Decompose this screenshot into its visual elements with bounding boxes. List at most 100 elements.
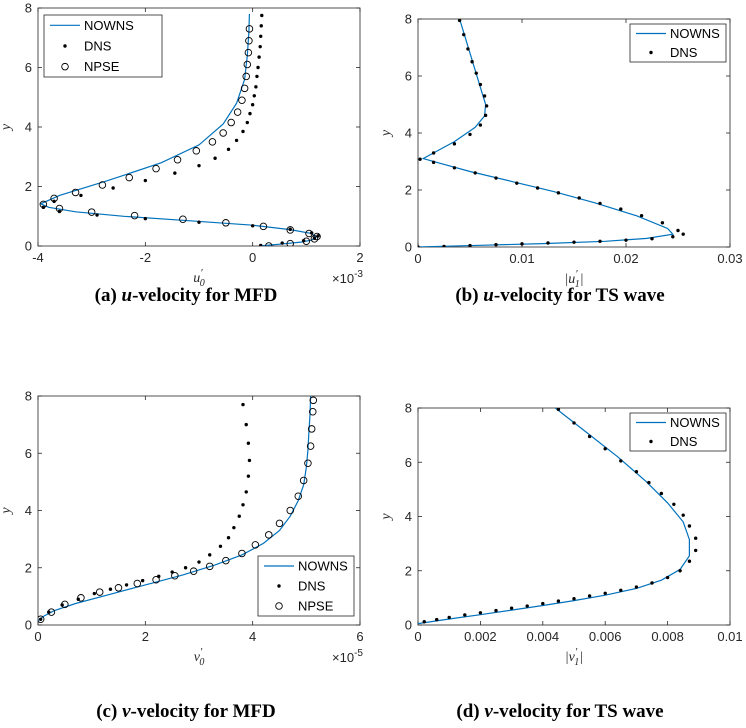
dns-point — [556, 191, 561, 195]
npse-point — [50, 194, 58, 203]
x-tick-label: 2 — [142, 629, 149, 644]
legend-label: NOWNS — [670, 415, 720, 430]
npse-point — [240, 84, 249, 93]
dns-point — [208, 553, 212, 557]
x-tick-label: 2 — [356, 250, 363, 265]
legend-label: NPSE — [298, 599, 334, 614]
dns-point — [256, 65, 260, 70]
npse-point — [294, 492, 303, 500]
y-axis-label: y — [0, 123, 14, 132]
dns-point — [234, 138, 239, 143]
y-tick-label: 2 — [405, 183, 412, 198]
dns-point — [38, 617, 43, 621]
dns-point — [650, 581, 654, 585]
dns-point — [463, 613, 467, 617]
dns-point — [478, 611, 483, 615]
npse-point — [259, 222, 268, 231]
npse-point — [61, 600, 69, 609]
y-tick-label: 0 — [405, 240, 412, 255]
dns-point — [241, 129, 245, 134]
dns-point — [173, 171, 177, 175]
dns-point — [687, 524, 692, 528]
y-tick-label: 2 — [25, 560, 32, 575]
npse-point — [39, 200, 48, 209]
dns-point — [634, 470, 639, 474]
dns-point — [245, 120, 249, 125]
dns-point — [442, 244, 446, 247]
npse-point — [222, 556, 230, 565]
x-axis-label-base: |u — [564, 272, 575, 287]
y-tick-label: 2 — [25, 179, 32, 194]
dns-point — [143, 216, 148, 221]
dns-point — [473, 171, 477, 175]
dns-point — [484, 104, 489, 108]
npse-point — [189, 567, 198, 575]
npse-point — [55, 204, 64, 213]
series-nowns — [418, 408, 691, 625]
x-axis-label: v′ 0 — [194, 646, 205, 668]
dns-point — [603, 591, 607, 595]
dns-point — [422, 620, 426, 624]
dns-point — [246, 441, 251, 445]
caption-variable: u — [122, 285, 133, 306]
dns-point — [244, 422, 248, 427]
legend: NOWNS DNS — [629, 23, 727, 63]
plot-area — [39, 13, 321, 246]
series-dns — [41, 13, 320, 246]
dns-point — [478, 123, 483, 127]
dns-point — [639, 213, 644, 218]
dns-point — [226, 147, 231, 152]
dns-point — [257, 55, 261, 59]
npse-point — [309, 407, 317, 416]
x-tick-label: 0 — [34, 629, 41, 644]
x-tick-label: -2 — [140, 250, 152, 265]
legend-label: NOWNS — [84, 18, 134, 33]
x-tick-label: 0 — [414, 251, 421, 266]
series-dns — [422, 408, 698, 624]
dns-point — [660, 221, 665, 225]
dns-point — [140, 578, 145, 583]
dns-point — [598, 201, 602, 206]
dns-point — [509, 606, 514, 610]
x-tick-label: 0.02 — [613, 251, 638, 266]
y-tick-label: 4 — [25, 503, 32, 518]
x-axis-label-prime: ′ — [200, 267, 203, 279]
dns-point — [687, 559, 692, 563]
y-axis-label: y — [379, 129, 394, 138]
dns-point — [556, 408, 561, 412]
dns-point — [468, 132, 472, 137]
dns-point — [482, 94, 487, 98]
legend-swatch-circle — [275, 602, 283, 610]
dns-point — [676, 228, 680, 233]
dns-point — [577, 196, 581, 200]
npse-point — [87, 208, 96, 216]
npse-point — [125, 173, 133, 182]
plot-area — [418, 408, 698, 625]
npse-point — [286, 239, 294, 246]
legend-label: NOWNS — [670, 26, 720, 41]
y-tick-label: 6 — [25, 60, 32, 75]
x-tick-label: 0.01 — [717, 629, 742, 644]
y-tick-label: 4 — [25, 120, 32, 135]
x-exponent: ×10-5 — [332, 648, 363, 665]
x-tick-label: 4 — [249, 629, 256, 644]
legend-label: NOWNS — [298, 559, 348, 574]
series-nowns — [38, 396, 312, 622]
dns-point — [232, 525, 236, 530]
x-axis-label-base: |v — [565, 650, 576, 665]
x-tick-label: 0.004 — [527, 629, 560, 644]
y-tick-label: 0 — [25, 239, 32, 254]
dns-point — [259, 243, 263, 246]
npse-point — [179, 215, 187, 223]
npse-point — [233, 108, 242, 116]
dns-point — [678, 569, 682, 573]
dns-point — [483, 113, 488, 118]
dns-point — [241, 402, 245, 407]
npse-point — [171, 572, 179, 580]
dns-point — [672, 502, 676, 506]
legend-swatch-dot — [649, 439, 653, 444]
dns-point — [247, 458, 252, 463]
npse-point — [275, 519, 284, 528]
npse-point — [152, 576, 160, 584]
